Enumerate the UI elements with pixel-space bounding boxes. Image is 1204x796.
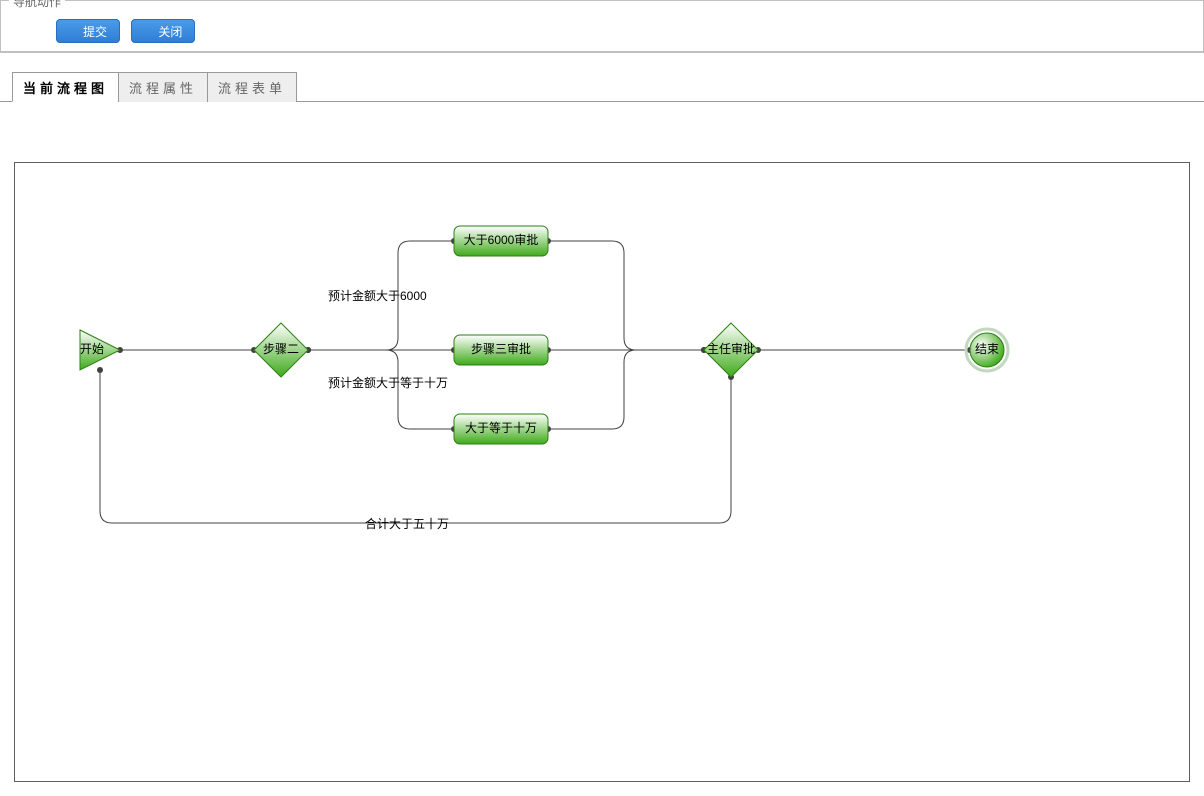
close-icon	[140, 24, 154, 38]
close-button[interactable]: 关闭	[131, 19, 195, 43]
close-button-label: 关闭	[158, 23, 182, 40]
submit-button-label: 提交	[83, 23, 107, 40]
tab-flow-form[interactable]: 流程表单	[207, 72, 297, 102]
canvas-area: 预计金额大于6000预计金额大于等于十万合计大于五十万开始步骤二大于6000审批…	[0, 102, 1204, 796]
tab-bar: 当前流程图 流程属性 流程表单	[0, 71, 1204, 102]
svg-text:合计大于五十万: 合计大于五十万	[365, 516, 449, 531]
flowchart-svg: 预计金额大于6000预计金额大于等于十万合计大于五十万开始步骤二大于6000审批…	[15, 163, 1190, 782]
svg-text:预计金额大于等于十万: 预计金额大于等于十万	[328, 375, 448, 390]
tab-flow-properties[interactable]: 流程属性	[118, 72, 208, 102]
tab-current-flowchart[interactable]: 当前流程图	[12, 72, 119, 102]
diagram-frame: 预计金额大于6000预计金额大于等于十万合计大于五十万开始步骤二大于6000审批…	[14, 162, 1190, 782]
fieldset-legend: 导航动作	[9, 0, 65, 10]
home-icon	[65, 24, 79, 38]
svg-text:预计金额大于6000: 预计金额大于6000	[328, 288, 427, 303]
submit-button[interactable]: 提交	[56, 19, 120, 43]
toolbar: 提交 关闭	[1, 1, 1203, 52]
nav-action-fieldset: 导航动作 提交 关闭	[0, 0, 1204, 53]
